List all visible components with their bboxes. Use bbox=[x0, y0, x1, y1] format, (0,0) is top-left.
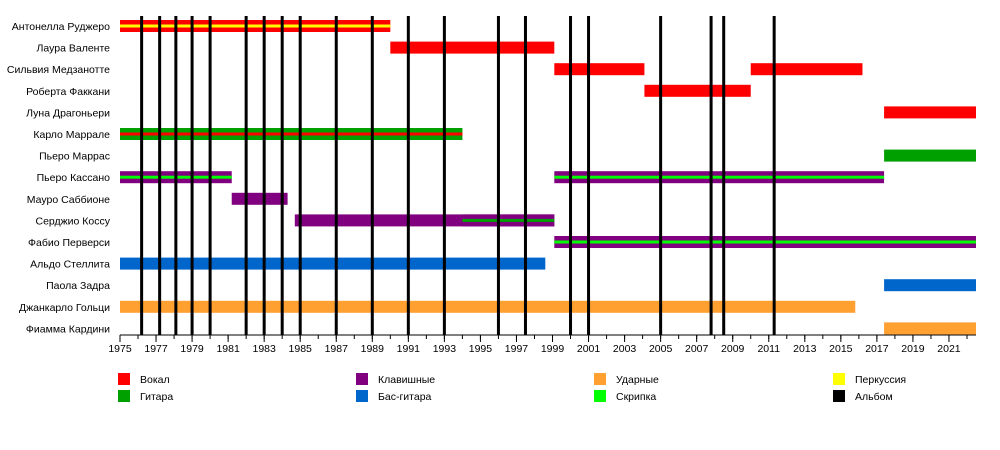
x-tick-label: 1985 bbox=[289, 343, 313, 355]
membership-bars bbox=[120, 20, 976, 335]
member-name-label: Антонелла Руджеро bbox=[12, 21, 110, 33]
x-tick-label: 1977 bbox=[144, 343, 168, 355]
member-name-label: Пьеро Кассано bbox=[37, 172, 111, 184]
legend-swatch-album bbox=[833, 390, 845, 402]
membership-bar-accent bbox=[462, 218, 555, 222]
x-tick-label: 1993 bbox=[433, 343, 457, 355]
album-lines bbox=[140, 16, 776, 335]
x-tick-label: 2017 bbox=[865, 343, 889, 355]
x-tick-label: 1997 bbox=[505, 343, 529, 355]
legend-label-album: Альбом bbox=[855, 391, 893, 403]
x-tick-label: 1987 bbox=[325, 343, 349, 355]
member-name-label: Луна Драгоньери bbox=[26, 107, 110, 119]
x-tick-label: 1981 bbox=[216, 343, 240, 355]
member-name-label: Карло Маррале bbox=[33, 129, 110, 141]
membership-bar bbox=[884, 322, 976, 335]
member-name-label: Пьеро Маррас bbox=[39, 151, 110, 163]
x-tick-label: 1989 bbox=[361, 343, 385, 355]
x-tick-label: 2021 bbox=[937, 343, 961, 355]
legend-label-vocal: Вокал bbox=[140, 374, 170, 386]
x-tick-label: 1983 bbox=[252, 343, 276, 355]
legend-swatch-percussion bbox=[833, 373, 845, 385]
x-tick-label: 2009 bbox=[721, 343, 745, 355]
legend-label-percussion: Перкуссия bbox=[855, 374, 906, 386]
membership-bar bbox=[120, 257, 546, 270]
membership-bar-accent bbox=[120, 132, 463, 136]
x-tick-label: 2015 bbox=[829, 343, 853, 355]
membership-bar bbox=[884, 106, 976, 119]
x-tick-label: 1975 bbox=[108, 343, 132, 355]
member-name-label: Паола Задра bbox=[46, 280, 110, 292]
member-name-label: Роберта Факкани bbox=[26, 86, 110, 98]
membership-bar bbox=[231, 192, 288, 205]
legend-swatch-vocal bbox=[118, 373, 130, 385]
legend-swatch-keyboards bbox=[356, 373, 368, 385]
member-name-label: Альдо Стеллита bbox=[30, 259, 110, 271]
member-name-label: Серджио Коссу bbox=[36, 215, 111, 227]
member-name-label: Сильвия Медзанотте bbox=[7, 64, 110, 76]
x-tick-label: 1995 bbox=[469, 343, 493, 355]
legend-swatch-guitar bbox=[118, 390, 130, 402]
x-tick-label: 2005 bbox=[649, 343, 673, 355]
legend-label-keyboards: Клавишные bbox=[378, 374, 435, 386]
x-tick-label: 2001 bbox=[577, 343, 601, 355]
member-name-label: Мауро Саббионе bbox=[27, 194, 110, 206]
member-name-label: Фабио Перверси bbox=[28, 237, 110, 249]
membership-bar-accent bbox=[554, 240, 976, 244]
x-tick-label: 1979 bbox=[180, 343, 204, 355]
member-name-label: Лаура Валенте bbox=[37, 43, 111, 55]
member-name-label: Фиамма Кардини bbox=[26, 323, 110, 335]
legend: Вокал Гитара Клавишные Бас-гитара Ударные Скр… bbox=[118, 373, 906, 403]
membership-bar bbox=[884, 149, 976, 162]
legend-swatch-bass bbox=[356, 390, 368, 402]
member-name-label: Джанкарло Гольци bbox=[19, 302, 110, 314]
x-tick-label: 2007 bbox=[685, 343, 709, 355]
legend-label-drums: Ударные bbox=[616, 374, 659, 386]
x-tick-label: 2019 bbox=[901, 343, 925, 355]
membership-bar bbox=[554, 63, 645, 76]
legend-swatch-drums bbox=[594, 373, 606, 385]
x-tick-label: 1999 bbox=[541, 343, 565, 355]
legend-swatch-violin bbox=[594, 390, 606, 402]
legend-label-guitar: Гитара bbox=[140, 391, 173, 403]
x-tick-label: 1991 bbox=[397, 343, 421, 355]
member-names: Антонелла Руджеро Лаура Валенте Сильвия Ме… bbox=[7, 21, 111, 335]
legend-label-violin: Скрипка bbox=[616, 391, 656, 403]
membership-bar-accent bbox=[120, 24, 391, 28]
legend-label-bass: Бас-гитара bbox=[378, 391, 432, 403]
membership-bar bbox=[750, 63, 863, 76]
x-tick-label: 2013 bbox=[793, 343, 817, 355]
membership-bar-accent bbox=[554, 175, 885, 179]
membership-bar bbox=[120, 300, 856, 313]
membership-bar bbox=[390, 41, 555, 54]
x-tick-label: 2011 bbox=[757, 343, 780, 355]
x-axis: 1975 1977 1979 1981 1983 1985 1987 1989 1991 1993… bbox=[108, 334, 976, 355]
x-tick-label: 2003 bbox=[613, 343, 637, 355]
membership-bar bbox=[884, 279, 976, 292]
